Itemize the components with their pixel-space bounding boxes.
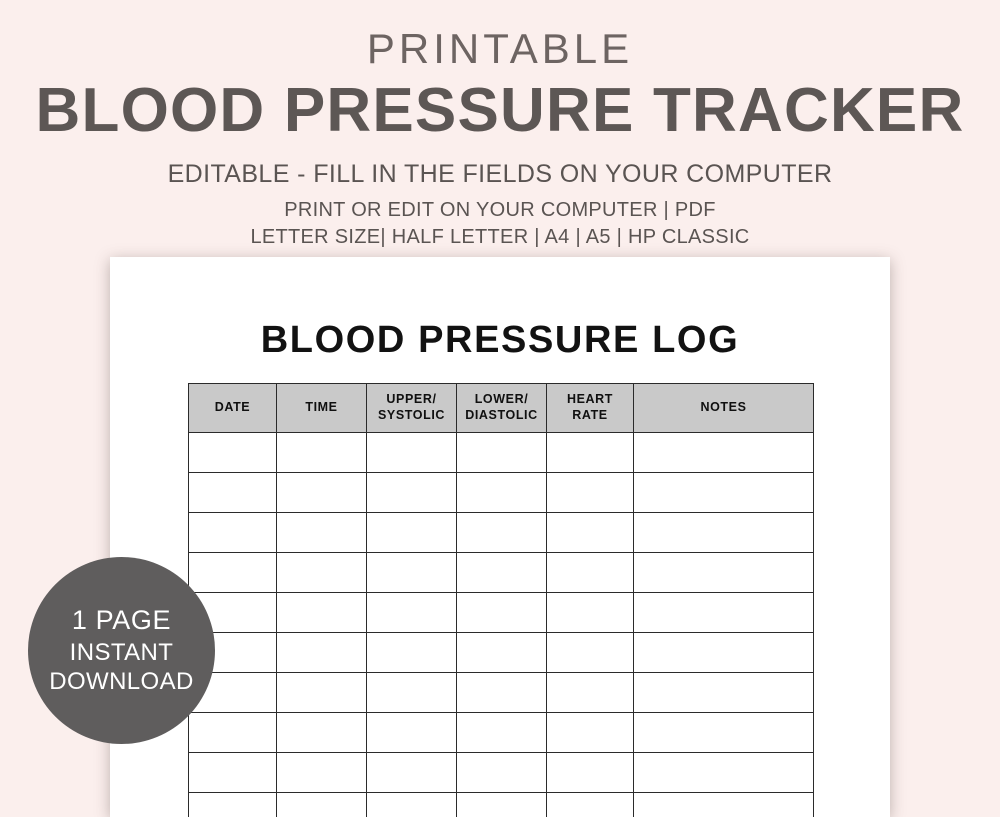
promo-subtitle-editable: EDITABLE - FILL IN THE FIELDS ON YOUR CO… <box>0 146 1000 189</box>
table-cell-input[interactable] <box>189 753 277 793</box>
table-cell-input[interactable] <box>367 793 457 817</box>
table-cell-input[interactable] <box>367 593 457 633</box>
printable-page-preview: BLOOD PRESSURE LOG DATE TIME UPPER/ SYST… <box>110 257 890 817</box>
table-cell-input[interactable] <box>189 433 277 473</box>
table-row <box>189 513 814 553</box>
table-cell-input[interactable] <box>189 793 277 817</box>
column-header-notes-line-1: NOTES <box>700 400 746 414</box>
table-cell-input[interactable] <box>547 673 634 713</box>
table-cell-input[interactable] <box>457 513 547 553</box>
blood-pressure-log-table: DATE TIME UPPER/ SYSTOLIC LOWER/ DIASTOL… <box>188 383 814 817</box>
table-cell-input[interactable] <box>634 673 814 713</box>
table-cell-input[interactable] <box>277 553 367 593</box>
column-header-lower-diastolic: LOWER/ DIASTOLIC <box>457 384 547 433</box>
table-row <box>189 673 814 713</box>
table-header: DATE TIME UPPER/ SYSTOLIC LOWER/ DIASTOL… <box>189 384 814 433</box>
badge-instant-label: INSTANT <box>70 636 174 668</box>
table-cell-input[interactable] <box>277 713 367 753</box>
table-cell-input[interactable] <box>277 633 367 673</box>
table-cell-input[interactable] <box>634 593 814 633</box>
column-header-time-line-1: TIME <box>305 400 337 414</box>
table-row <box>189 713 814 753</box>
table-cell-input[interactable] <box>457 753 547 793</box>
table-cell-input[interactable] <box>367 513 457 553</box>
column-header-lower-line-1: LOWER/ <box>475 392 529 406</box>
table-cell-input[interactable] <box>547 753 634 793</box>
table-cell-input[interactable] <box>634 713 814 753</box>
table-cell-input[interactable] <box>547 553 634 593</box>
column-header-upper-systolic: UPPER/ SYSTOLIC <box>367 384 457 433</box>
table-cell-input[interactable] <box>634 633 814 673</box>
column-header-date: DATE <box>189 384 277 433</box>
table-cell-input[interactable] <box>189 553 277 593</box>
table-cell-input[interactable] <box>367 553 457 593</box>
table-cell-input[interactable] <box>277 793 367 817</box>
table-row <box>189 473 814 513</box>
table-cell-input[interactable] <box>457 713 547 753</box>
badge-download-label: DOWNLOAD <box>49 668 194 697</box>
promo-subtitle-format: PRINT OR EDIT ON YOUR COMPUTER | PDF <box>0 188 1000 224</box>
table-cell-input[interactable] <box>457 793 547 817</box>
column-header-date-line-1: DATE <box>215 400 251 414</box>
table-cell-input[interactable] <box>367 433 457 473</box>
promo-eyebrow: PRINTABLE <box>0 0 1000 71</box>
table-cell-input[interactable] <box>634 513 814 553</box>
badge-page-count: 1 PAGE <box>72 605 171 636</box>
table-body <box>189 433 814 817</box>
table-cell-input[interactable] <box>547 433 634 473</box>
column-header-heart-rate-line-1: HEART <box>567 392 613 406</box>
table-cell-input[interactable] <box>457 633 547 673</box>
column-header-notes: NOTES <box>634 384 814 433</box>
column-header-upper-line-2: SYSTOLIC <box>378 408 445 422</box>
table-row <box>189 433 814 473</box>
table-cell-input[interactable] <box>547 593 634 633</box>
table-cell-input[interactable] <box>547 633 634 673</box>
table-cell-input[interactable] <box>634 793 814 817</box>
table-row <box>189 553 814 593</box>
table-cell-input[interactable] <box>457 553 547 593</box>
table-cell-input[interactable] <box>457 593 547 633</box>
table-row <box>189 593 814 633</box>
promo-title: BLOOD PRESSURE TRACKER <box>0 71 1000 145</box>
table-cell-input[interactable] <box>277 673 367 713</box>
table-cell-input[interactable] <box>367 633 457 673</box>
table-row <box>189 753 814 793</box>
table-cell-input[interactable] <box>277 513 367 553</box>
table-cell-input[interactable] <box>189 473 277 513</box>
table-row <box>189 793 814 817</box>
table-cell-input[interactable] <box>547 793 634 817</box>
column-header-heart-rate-line-2: RATE <box>572 408 608 422</box>
table-cell-input[interactable] <box>277 433 367 473</box>
promo-subtitle-sizes: LETTER SIZE| HALF LETTER | A4 | A5 | HP … <box>0 224 1000 251</box>
table-cell-input[interactable] <box>277 593 367 633</box>
table-cell-input[interactable] <box>189 513 277 553</box>
table-cell-input[interactable] <box>634 553 814 593</box>
table-cell-input[interactable] <box>547 513 634 553</box>
table-cell-input[interactable] <box>457 473 547 513</box>
table-cell-input[interactable] <box>457 433 547 473</box>
column-header-upper-line-1: UPPER/ <box>386 392 436 406</box>
table-cell-input[interactable] <box>367 753 457 793</box>
table-header-row: DATE TIME UPPER/ SYSTOLIC LOWER/ DIASTOL… <box>189 384 814 433</box>
table-cell-input[interactable] <box>367 673 457 713</box>
column-header-time: TIME <box>277 384 367 433</box>
column-header-lower-line-2: DIASTOLIC <box>465 408 538 422</box>
promotional-header: PRINTABLE BLOOD PRESSURE TRACKER EDITABL… <box>0 0 1000 251</box>
table-cell-input[interactable] <box>367 713 457 753</box>
table-cell-input[interactable] <box>457 673 547 713</box>
table-cell-input[interactable] <box>277 473 367 513</box>
table-cell-input[interactable] <box>634 753 814 793</box>
table-cell-input[interactable] <box>547 473 634 513</box>
table-cell-input[interactable] <box>367 473 457 513</box>
table-cell-input[interactable] <box>547 713 634 753</box>
instant-download-badge: 1 PAGE INSTANT DOWNLOAD <box>28 557 215 744</box>
table-cell-input[interactable] <box>634 433 814 473</box>
column-header-heart-rate: HEART RATE <box>547 384 634 433</box>
table-row <box>189 633 814 673</box>
document-title: BLOOD PRESSURE LOG <box>110 257 890 362</box>
table-cell-input[interactable] <box>277 753 367 793</box>
table-cell-input[interactable] <box>189 713 277 753</box>
table-cell-input[interactable] <box>634 473 814 513</box>
